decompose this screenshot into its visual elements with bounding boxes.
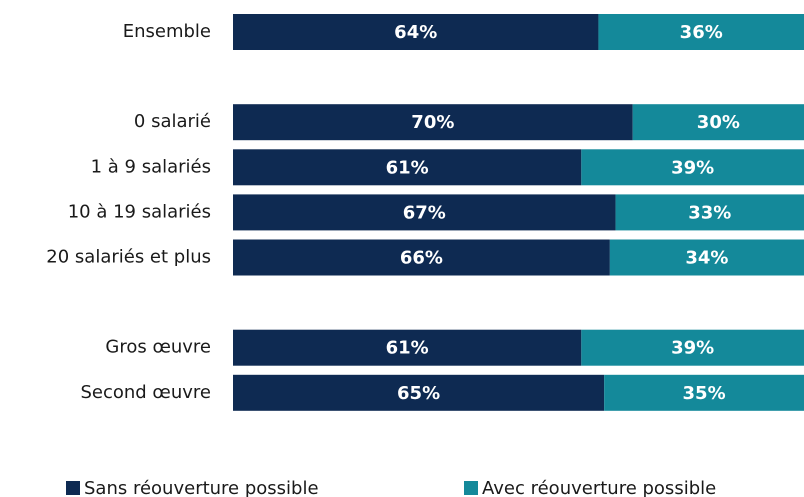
bar-segment: [233, 104, 633, 141]
y-tick-label: 10 à 19 salariés: [68, 201, 211, 222]
value-label: 61%: [386, 157, 429, 178]
bar-segment: [598, 14, 804, 50]
value-label: 33%: [688, 202, 731, 223]
bar-segment: [581, 149, 804, 186]
y-tick-label: 20 salariés et plus: [46, 247, 211, 268]
value-label: 64%: [394, 22, 437, 43]
value-label: 39%: [671, 157, 714, 178]
y-tick-label: 0 salarié: [134, 111, 211, 132]
legend-swatch: [464, 481, 478, 495]
value-label: 30%: [697, 112, 740, 133]
value-label: 65%: [397, 383, 440, 404]
bar-segment: [233, 149, 582, 186]
bar-segment: [632, 104, 804, 141]
bar-segment: [233, 329, 582, 366]
value-label: 39%: [671, 338, 714, 359]
legend-swatch: [66, 481, 80, 495]
bar-segment: [615, 194, 804, 231]
bar-segment: [233, 239, 610, 276]
value-label: 35%: [683, 383, 726, 404]
legend-label: Sans réouverture possible: [84, 478, 319, 497]
y-tick-label: 1 à 9 salariés: [91, 156, 211, 177]
bar-segment: [233, 14, 599, 50]
value-label: 61%: [386, 338, 429, 359]
bar-segment: [233, 194, 616, 231]
value-label: 36%: [680, 22, 723, 43]
y-tick-label: Ensemble: [123, 21, 211, 42]
bar-segment: [581, 329, 804, 366]
y-tick-label: Second œuvre: [80, 382, 211, 403]
value-label: 67%: [403, 202, 446, 223]
value-label: 66%: [400, 248, 443, 269]
bar-segment: [609, 239, 804, 276]
value-label: 34%: [685, 248, 728, 269]
bar-segment: [604, 374, 804, 411]
legend-label: Avec réouverture possible: [482, 478, 716, 497]
value-label: 70%: [411, 112, 454, 133]
y-tick-label: Gros œuvre: [105, 337, 211, 358]
bar-segment: [233, 374, 605, 411]
